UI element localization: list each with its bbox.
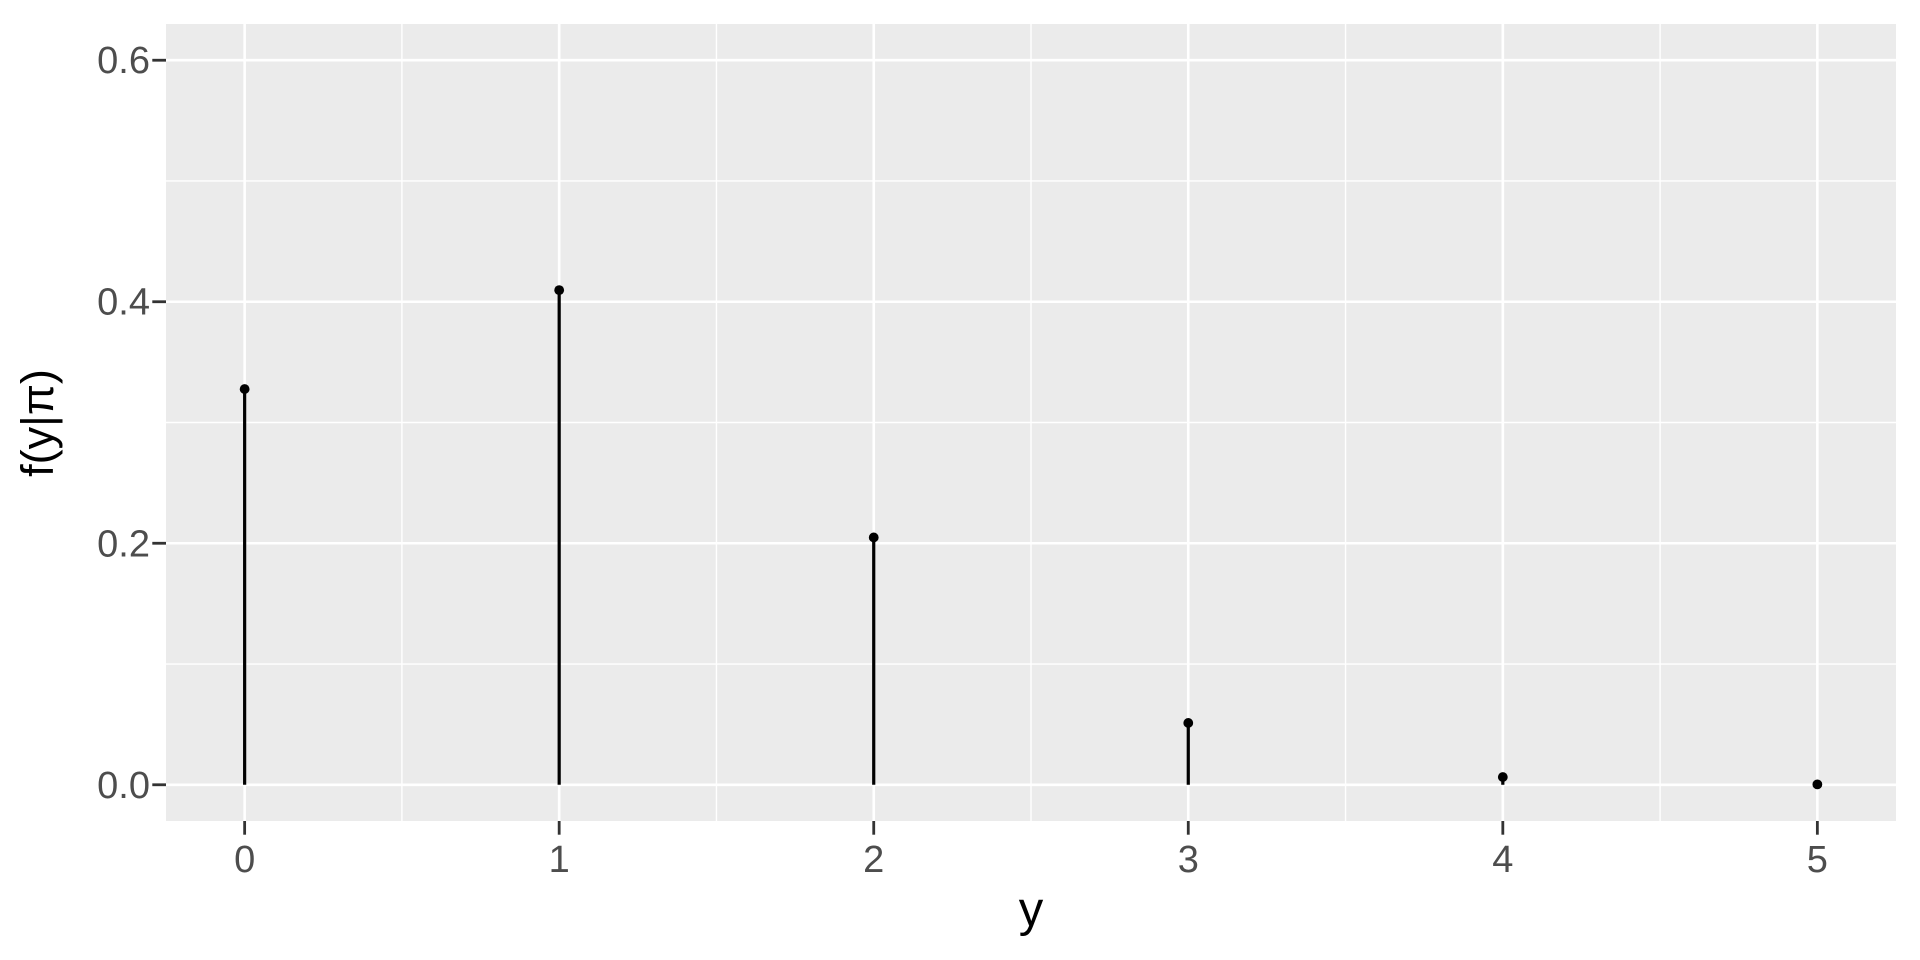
svg-text:0.0: 0.0: [97, 765, 150, 807]
svg-text:2: 2: [863, 839, 884, 881]
svg-text:0.6: 0.6: [97, 40, 150, 82]
svg-text:0: 0: [234, 839, 255, 881]
svg-text:4: 4: [1492, 839, 1513, 881]
svg-text:1: 1: [549, 839, 570, 881]
svg-text:3: 3: [1178, 839, 1199, 881]
svg-text:0.2: 0.2: [97, 523, 150, 565]
svg-text:0.4: 0.4: [97, 282, 150, 324]
svg-text:5: 5: [1807, 839, 1828, 881]
